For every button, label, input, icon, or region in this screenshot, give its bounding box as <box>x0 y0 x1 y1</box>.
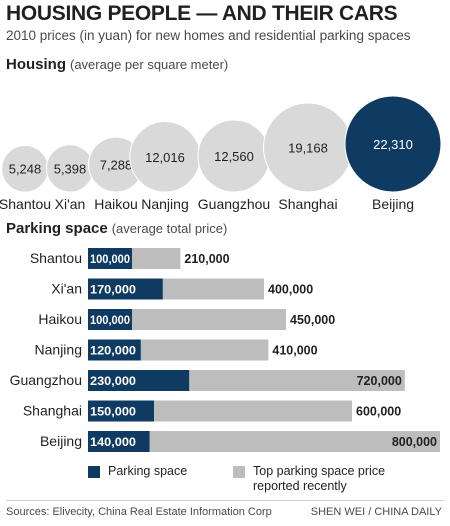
top-price-bar-shanghai <box>154 400 352 422</box>
legend-top-price-line1: Top parking space price <box>253 464 386 478</box>
row-label-haikou: Haikou <box>38 311 82 327</box>
parking-value-beijing: 140,000 <box>90 435 136 449</box>
housing-bubble-svg: 5,248 Shantou 5,398 Xi'an 7,288 Haikou 12,016 N… <box>0 95 442 212</box>
bubble-value-xi-an: 5,398 <box>54 161 87 176</box>
parking-note: (average total price) <box>111 221 228 236</box>
row-label-shanghai: Shanghai <box>23 403 82 419</box>
parking-bar-guangzhou <box>88 370 190 391</box>
parking-bar-shanghai <box>88 400 154 422</box>
row-label-shantou: Shantou <box>30 250 82 266</box>
legend-parking-swatch <box>88 466 100 478</box>
bubble-label-shantou: Shantou <box>0 196 51 212</box>
housing-title: Housing <box>6 56 66 73</box>
row-label-xi-an: Xi'an <box>51 281 82 297</box>
parking-value-guangzhou: 230,000 <box>90 374 136 388</box>
parking-value-shanghai: 150,000 <box>90 405 136 419</box>
housing-bubble-chart: 5,248 Shantou 5,398 Xi'an 7,288 Haikou 12,016 N… <box>0 80 450 215</box>
top-price-value-shanghai: 600,000 <box>356 405 401 419</box>
top-price-bar-haikou <box>132 309 286 330</box>
bubble-label-beijing: Beijing <box>372 196 414 212</box>
bubble-label-guangzhou: Guangzhou <box>198 196 270 212</box>
footer-divider <box>6 500 444 501</box>
bubble-value-shantou: 5,248 <box>9 162 42 177</box>
row-label-beijing: Beijing <box>40 433 82 449</box>
bubble-label-nanjing: Nanjing <box>141 196 188 212</box>
bubble-value-guangzhou: 12,560 <box>214 149 254 164</box>
bubble-label-haikou: Haikou <box>94 196 138 212</box>
credit-text: SHEN WEI / CHINA DAILY <box>310 506 442 518</box>
page-title: HOUSING PEOPLE — AND THEIR CARS <box>6 2 398 25</box>
parking-bar-xi-an <box>88 278 163 300</box>
top-price-bar-beijing <box>149 431 440 452</box>
top-price-bar-shantou <box>132 248 181 269</box>
legend: Parking space Top parking space price re… <box>0 462 450 502</box>
legend-parking-label: Parking space <box>108 464 188 478</box>
parking-bar-beijing <box>88 431 150 452</box>
bubble-value-nanjing: 12,016 <box>145 150 185 165</box>
housing-heading: Housing (average per square meter) <box>6 56 228 73</box>
bubble-beijing <box>344 95 442 193</box>
top-price-value-xi-an: 400,000 <box>268 283 313 297</box>
top-price-bar-nanjing <box>140 339 269 361</box>
parking-bar-nanjing <box>88 339 141 361</box>
top-price-value-guangzhou: 720,000 <box>357 374 402 388</box>
housing-note: (average per square meter) <box>70 57 229 72</box>
top-price-value-beijing: 800,000 <box>392 435 437 449</box>
parking-title: Parking space <box>6 220 108 237</box>
parking-value-nanjing: 120,000 <box>90 344 136 358</box>
bubble-value-shanghai: 19,168 <box>288 141 328 156</box>
top-price-bar-guangzhou <box>189 370 405 391</box>
sources-text: Sources: Elivecity, China Real Estate In… <box>6 506 272 518</box>
bubble-label-xi-an: Xi'an <box>55 196 86 212</box>
page-subtitle: 2010 prices (in yuan) for new homes and … <box>6 28 411 43</box>
legend-top-price-label: Top parking space price reported recentl… <box>253 464 385 494</box>
parking-bar-chart: Shantou 100,000 210,000 Xi'an 170,000 400,000… <box>0 244 450 459</box>
parking-heading: Parking space (average total price) <box>6 220 227 237</box>
parking-value-haikou: 100,000 <box>90 313 130 327</box>
row-label-guangzhou: Guangzhou <box>10 372 82 388</box>
top-price-value-nanjing: 410,000 <box>272 344 317 358</box>
bubble-label-shanghai: Shanghai <box>278 196 337 212</box>
parking-bar-shantou <box>88 248 132 269</box>
bubble-value-haikou: 7,288 <box>100 158 133 173</box>
bubble-value-beijing: 22,310 <box>373 137 413 152</box>
top-price-value-haikou: 450,000 <box>290 313 335 327</box>
parking-bar-svg: Shantou 100,000 210,000 Xi'an 170,000 400,000… <box>10 248 440 452</box>
legend-top-price-swatch <box>233 466 245 478</box>
top-price-value-shantou: 210,000 <box>184 252 229 266</box>
parking-value-shantou: 100,000 <box>90 252 130 266</box>
parking-bar-haikou <box>88 309 132 330</box>
row-label-nanjing: Nanjing <box>35 342 82 358</box>
parking-value-xi-an: 170,000 <box>90 283 136 297</box>
top-price-bar-xi-an <box>162 278 264 300</box>
legend-top-price-line2: reported recently <box>253 479 347 493</box>
